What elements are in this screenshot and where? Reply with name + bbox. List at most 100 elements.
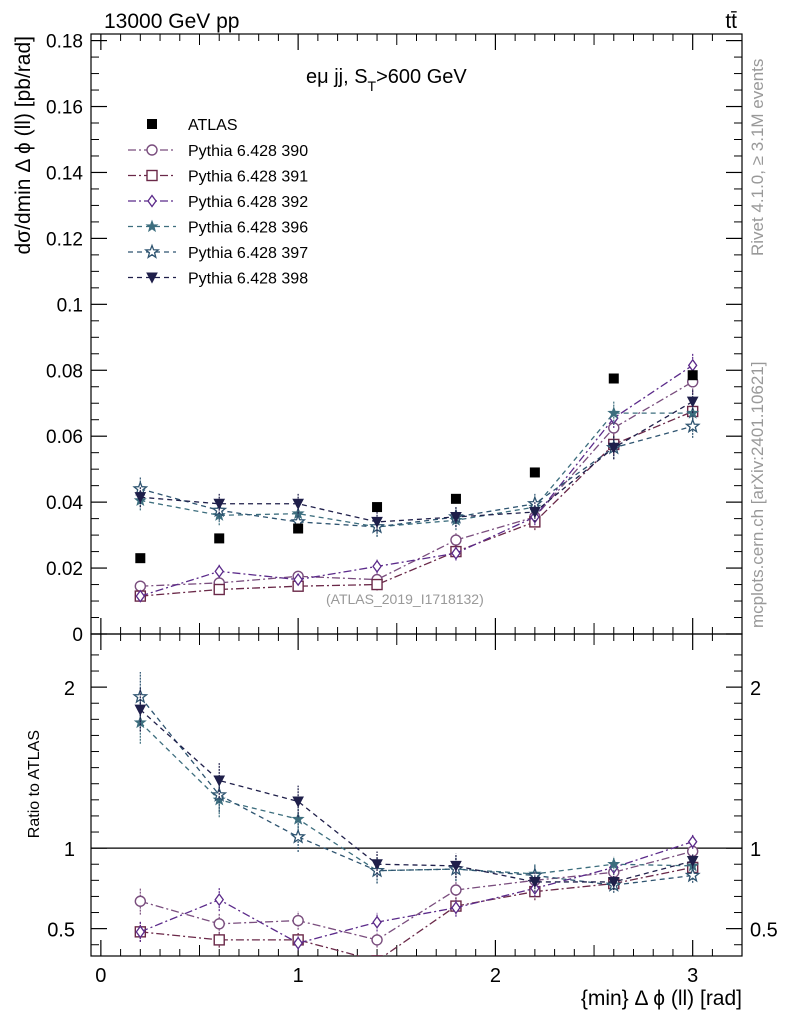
atlas-point	[293, 523, 304, 534]
series-line	[140, 412, 693, 528]
legend-marker	[145, 219, 159, 233]
atlas-point	[529, 467, 540, 478]
data-point	[686, 396, 699, 408]
atlas-data-points	[135, 370, 698, 564]
ratio-line	[140, 841, 693, 944]
ratio-point	[213, 775, 226, 787]
y-axis-label: dσ/dmin Δ ϕ (ll) [pb/rad]	[12, 36, 35, 255]
data-point	[450, 511, 462, 524]
process-label: tt̄	[725, 10, 737, 33]
ratio-line	[139, 709, 693, 883]
ratio-point	[135, 925, 146, 939]
y-tick-label: 0.12	[46, 229, 83, 250]
data-point	[371, 516, 383, 528]
data-point	[213, 498, 226, 510]
ratio-line	[139, 722, 693, 875]
ratio-point	[214, 893, 225, 907]
chart-title-sub: T	[368, 78, 377, 94]
legend-marker	[146, 272, 158, 284]
atlas-point	[608, 373, 619, 384]
ratio-line	[139, 696, 693, 886]
ratio-panel-frame	[90, 633, 743, 957]
x-tick-label: 3	[687, 965, 698, 987]
ratio-line	[140, 850, 693, 941]
data-point	[292, 498, 304, 510]
ratio-point	[607, 857, 621, 870]
series-line	[140, 425, 693, 528]
atlas-point	[135, 553, 146, 564]
main-axis-ticks: 0 0.02 0.04 0.06 0.08 0.1 0.12 0.14 0.16 0.18	[46, 32, 742, 646]
data-point	[451, 546, 461, 560]
ratio-point	[292, 796, 304, 808]
ratio-point	[290, 828, 307, 844]
ratio-point	[371, 955, 383, 956]
atlas-point	[214, 533, 225, 544]
mcplots-label: mcplots.cern.ch [arXiv:2401.10621]	[748, 362, 767, 628]
ratio-point	[686, 856, 699, 868]
y-tick-label: 0.14	[46, 163, 83, 184]
ratio-line	[140, 866, 693, 956]
legend-marker-atlas	[147, 119, 157, 129]
data-point	[371, 578, 383, 591]
ratio-point	[450, 884, 462, 896]
ratio-point	[687, 835, 698, 849]
ratio-point	[529, 876, 541, 889]
y-tick-label: 0.08	[46, 361, 83, 382]
energy-label: 13000 GeV pp	[104, 10, 239, 33]
series-line	[140, 401, 694, 523]
legend-label-atlas: ATLAS	[188, 117, 238, 134]
atlas-point	[687, 370, 698, 381]
data-point	[213, 583, 225, 596]
legend-label: Pythia 6.428 398	[188, 271, 308, 288]
legend-label: Pythia 6.428 396	[188, 220, 308, 237]
data-point	[134, 492, 147, 504]
legend-marker	[146, 144, 158, 156]
y-tick-label: 0.04	[46, 493, 83, 514]
main-series-layer	[132, 353, 701, 603]
x-tick-label: 1	[293, 965, 304, 987]
x-tick-label: 0	[95, 965, 106, 987]
legend-label: Pythia 6.428 390	[188, 143, 308, 160]
data-point	[214, 564, 225, 578]
x-axis-label: {min} Δ ϕ (ll) [rad]	[581, 987, 742, 1010]
atlas-point	[372, 502, 383, 513]
ratio-tick-label-right: 0.5	[750, 920, 778, 942]
data-point	[529, 507, 541, 519]
rivet-label: Rivet 4.1.0, ≥ 3.1M events	[748, 59, 767, 256]
legend-label: Pythia 6.428 391	[188, 169, 308, 186]
data-point	[212, 508, 226, 521]
y-tick-label: 0.06	[46, 427, 83, 448]
legend: ATLAS Pythia 6.428 390 Pythia 6.428 391 Pyt…	[128, 117, 308, 288]
ratio-point	[292, 914, 304, 927]
ratio-point	[684, 867, 701, 883]
series-line	[140, 364, 694, 597]
data-point	[372, 559, 382, 574]
y-tick-label: 0.18	[46, 32, 83, 53]
ratio-point	[134, 895, 147, 907]
y-tick-label: 0.02	[46, 559, 83, 580]
ratio-point	[607, 876, 620, 889]
series-line	[140, 381, 694, 587]
data-point	[450, 534, 462, 546]
legend-marker	[147, 194, 157, 208]
y-tick-label: 0.16	[46, 98, 83, 119]
atlas-point	[450, 493, 461, 504]
legend-marker	[146, 169, 158, 182]
data-point	[607, 406, 621, 419]
ratio-point	[213, 934, 225, 946]
data-point	[684, 417, 701, 434]
chart-title-main: eμ jj, S	[306, 66, 368, 88]
legend-label: Pythia 6.428 392	[188, 194, 308, 211]
ratio-tick-label: 0.5	[47, 920, 75, 942]
ratio-y-axis-label: Ratio to ATLAS	[26, 730, 43, 838]
ratio-point	[134, 704, 147, 716]
y-tick-label: 0	[72, 625, 83, 646]
ratio-point	[372, 915, 382, 929]
data-point	[687, 358, 698, 372]
legend-marker	[144, 243, 160, 259]
ratio-tick-label-right: 2	[750, 678, 761, 700]
analysis-id: (ATLAS_2019_I1718132)	[326, 591, 484, 607]
ratio-tick-label-right: 1	[750, 839, 761, 861]
ratio-point	[371, 859, 383, 871]
